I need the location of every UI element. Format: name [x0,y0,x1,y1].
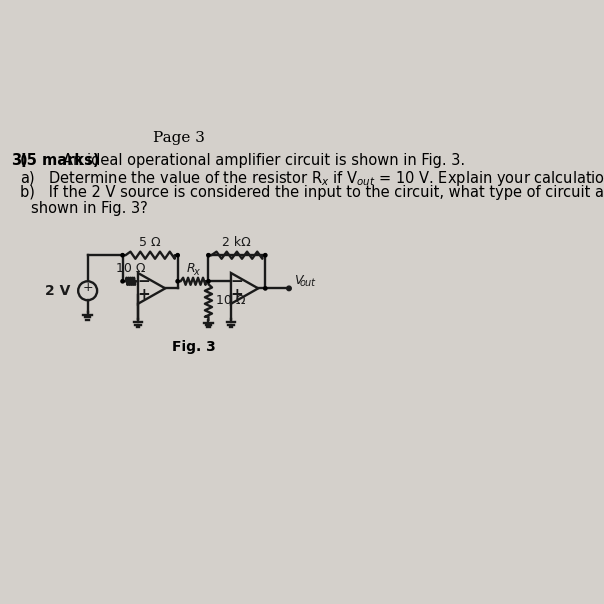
Text: −: − [230,274,243,289]
Text: +: + [82,281,93,294]
Circle shape [263,254,267,257]
Text: 2 kΩ: 2 kΩ [222,236,251,249]
Text: (5 marks): (5 marks) [19,153,99,169]
Text: 2 V: 2 V [45,284,70,298]
Circle shape [121,254,124,257]
Circle shape [121,280,124,283]
Text: Fig. 3: Fig. 3 [172,341,216,355]
Circle shape [176,280,179,283]
Text: shown in Fig. 3?: shown in Fig. 3? [31,201,147,216]
Text: R: R [187,262,195,275]
Text: +: + [137,288,150,303]
Text: 10 Ω: 10 Ω [216,294,245,307]
Circle shape [207,280,210,283]
Text: 10 Ω: 10 Ω [115,262,145,275]
Text: −: − [137,274,150,289]
Text: An ideal operational amplifier circuit is shown in Fig. 3.: An ideal operational amplifier circuit i… [63,153,466,169]
Text: b)   If the 2 V source is considered the input to the circuit, what type of circ: b) If the 2 V source is considered the i… [19,185,604,201]
Text: Page 3: Page 3 [153,132,205,146]
Text: +: + [230,288,243,303]
Text: out: out [299,278,315,288]
Text: V: V [294,274,302,287]
Circle shape [263,287,267,290]
Text: a)   Determine the value of the resistor R$_x$ if V$_{out}$ = 10 V. Explain your: a) Determine the value of the resistor R… [19,169,604,188]
Circle shape [176,254,179,257]
Text: 3): 3) [11,153,27,169]
Text: x: x [193,266,199,277]
Text: 5 Ω: 5 Ω [140,236,161,249]
Circle shape [207,254,210,257]
